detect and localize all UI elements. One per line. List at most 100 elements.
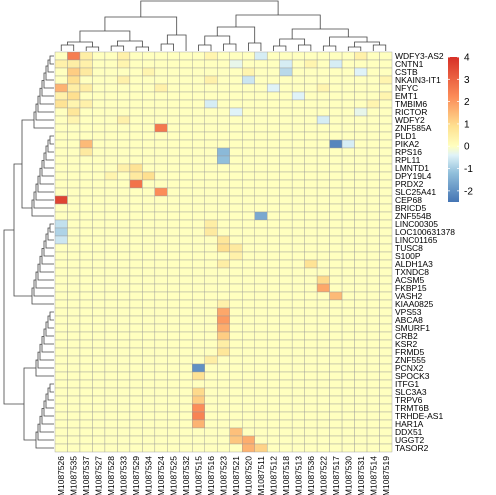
heatmap-cell xyxy=(242,395,255,405)
dendrogram-branch xyxy=(49,223,54,233)
heatmap-cell xyxy=(79,323,93,333)
heatmap-cell xyxy=(341,211,355,221)
heatmap-cell xyxy=(142,235,156,245)
heatmap-cell xyxy=(341,299,355,309)
heatmap-cell xyxy=(129,379,143,389)
heatmap-cell xyxy=(129,91,143,101)
heatmap-cell xyxy=(316,235,330,245)
dendrogram-branch xyxy=(45,145,54,161)
heatmap-cell xyxy=(354,51,368,61)
heatmap-cell xyxy=(379,411,393,421)
heatmap-cell xyxy=(242,115,255,125)
heatmap-cell xyxy=(329,427,343,437)
heatmap-cell xyxy=(167,163,181,173)
heatmap-cell xyxy=(266,283,280,293)
heatmap-cell xyxy=(242,171,255,181)
heatmap-cell xyxy=(366,411,380,421)
heatmap-cell xyxy=(142,275,156,285)
heatmap-cell xyxy=(129,211,143,221)
heatmap-cell xyxy=(204,131,218,141)
heatmap-cell xyxy=(266,291,280,301)
heatmap-cell xyxy=(266,59,280,69)
heatmap-cell xyxy=(329,51,343,61)
heatmap-cell xyxy=(92,315,106,325)
heatmap-cell xyxy=(142,371,156,381)
heatmap-cell xyxy=(354,267,368,277)
heatmap-cell xyxy=(217,387,230,397)
dendrogram-branch xyxy=(110,45,125,51)
heatmap-cell xyxy=(341,187,355,197)
heatmap-cell xyxy=(167,443,181,453)
heatmap-cell xyxy=(229,115,243,125)
heatmap-cell xyxy=(291,219,305,229)
heatmap-cell xyxy=(79,147,93,157)
dendrogram-branch xyxy=(21,119,34,209)
heatmap-cell xyxy=(304,83,318,93)
sample-labels: GSM1087526 GSM1087535 GSM1087537 GSM1087527… xyxy=(56,456,391,495)
heatmap-cell xyxy=(366,131,380,141)
heatmap-cell xyxy=(304,395,318,405)
heatmap-cell xyxy=(204,107,218,117)
heatmap-cell xyxy=(291,131,305,141)
heatmap-cell xyxy=(254,267,268,277)
heatmap-cell xyxy=(117,139,131,149)
heatmap-cell xyxy=(67,179,81,189)
heatmap-cell xyxy=(266,339,280,349)
heatmap-cell xyxy=(142,355,156,365)
heatmap-cell xyxy=(354,99,368,109)
heatmap-cell xyxy=(254,435,268,445)
heatmap-cell xyxy=(304,59,318,69)
heatmap-cell xyxy=(117,355,131,365)
heatmap-cell xyxy=(192,187,205,197)
heatmap-cell xyxy=(104,299,118,309)
dendrogram-branch xyxy=(248,42,262,51)
heatmap-cell xyxy=(54,291,68,301)
heatmap-cell xyxy=(254,59,268,69)
heatmap-cell xyxy=(167,211,181,221)
heatmap-cell xyxy=(329,179,343,189)
heatmap-cell xyxy=(266,427,280,437)
heatmap-cell xyxy=(341,123,355,133)
heatmap-cell xyxy=(254,419,268,429)
heatmap-cell xyxy=(316,403,330,413)
heatmap-cell xyxy=(167,179,181,189)
heatmap-cell xyxy=(54,427,68,437)
heatmap-cell xyxy=(79,419,93,429)
heatmap-cell xyxy=(117,123,131,133)
heatmap-cell xyxy=(154,355,168,365)
heatmap-cell xyxy=(129,347,143,357)
heatmap-cell xyxy=(366,275,380,285)
heatmap-cell xyxy=(129,387,143,397)
heatmap-cell xyxy=(316,251,330,261)
heatmap-cell xyxy=(229,363,243,373)
dendrogram-branch xyxy=(45,393,54,409)
column-dendrogram xyxy=(60,0,387,51)
heatmap-cell xyxy=(354,219,368,229)
heatmap-cell xyxy=(67,195,81,205)
heatmap-cell xyxy=(229,427,243,437)
heatmap-cell xyxy=(142,91,156,101)
heatmap-cell xyxy=(229,395,243,405)
heatmap-cell xyxy=(129,147,143,157)
heatmap-cell xyxy=(204,291,218,301)
heatmap-cell xyxy=(67,171,81,181)
heatmap-cell xyxy=(92,171,106,181)
heatmap-cell xyxy=(104,115,118,125)
heatmap-cell xyxy=(92,147,106,157)
heatmap-cell xyxy=(104,187,118,197)
heatmap-cell xyxy=(54,155,68,165)
heatmap-cell xyxy=(316,107,330,117)
heatmap-cell xyxy=(217,179,230,189)
heatmap-cell xyxy=(192,179,205,189)
heatmap-cell xyxy=(366,115,380,125)
heatmap-cell xyxy=(254,339,268,349)
heatmap-cell xyxy=(266,435,280,445)
heatmap-cell xyxy=(142,67,156,77)
heatmap-cell xyxy=(117,363,131,373)
heatmap-cell xyxy=(304,67,318,77)
dendrogram-branch xyxy=(160,43,174,51)
heatmap-cell xyxy=(54,75,68,85)
heatmap-cell xyxy=(192,171,205,181)
heatmap-cell xyxy=(279,107,293,117)
gene-label: PRDX2 xyxy=(395,179,424,189)
